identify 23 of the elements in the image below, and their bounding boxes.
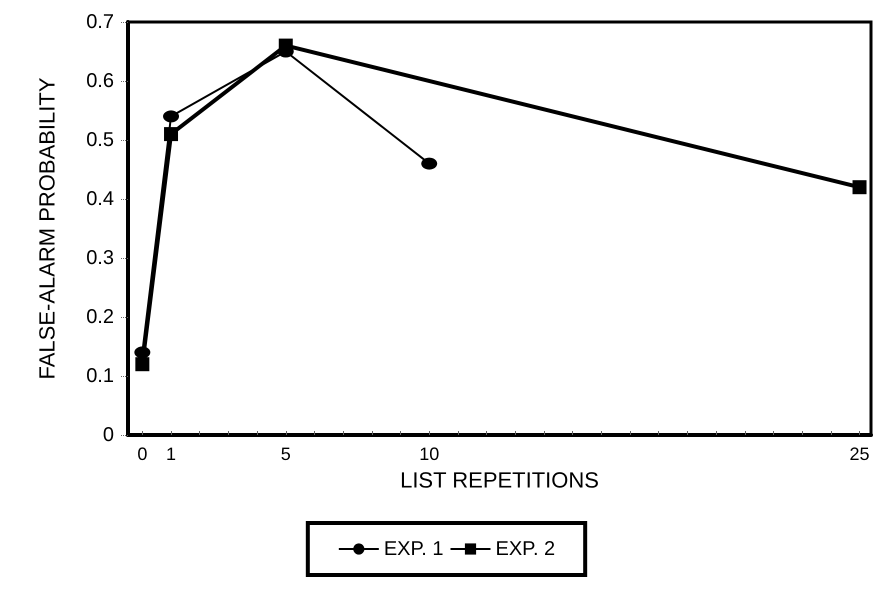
x-tick-label: 10 <box>419 444 440 464</box>
y-tick-label: 0.1 <box>86 365 114 387</box>
x-axis-title: LIST REPETITIONS <box>400 468 599 492</box>
y-tick-label: 0.7 <box>86 11 114 33</box>
y-tick-label: 0.4 <box>86 188 114 210</box>
x-tick-label: 5 <box>280 444 291 464</box>
y-axis-title: FALSE-ALARM PROBABILITY <box>34 77 60 380</box>
point <box>134 346 150 358</box>
x-tick-label: 0 <box>137 444 148 464</box>
y-tick-label: 0 <box>102 424 114 446</box>
x-tick-label: 1 <box>166 444 176 464</box>
legend-label: EXP. 1 <box>384 538 444 560</box>
y-tick-label: 0.2 <box>86 306 114 328</box>
x-tick-label: 25 <box>850 444 870 464</box>
point <box>852 180 867 194</box>
point <box>164 127 178 142</box>
y-tick-label: 0.5 <box>86 129 114 151</box>
point <box>163 110 180 122</box>
point <box>421 158 438 170</box>
point <box>135 357 150 372</box>
y-tick-label: 0.3 <box>86 247 114 269</box>
legend-label: EXP. 2 <box>496 538 556 560</box>
y-tick-label: 0.6 <box>86 70 114 92</box>
